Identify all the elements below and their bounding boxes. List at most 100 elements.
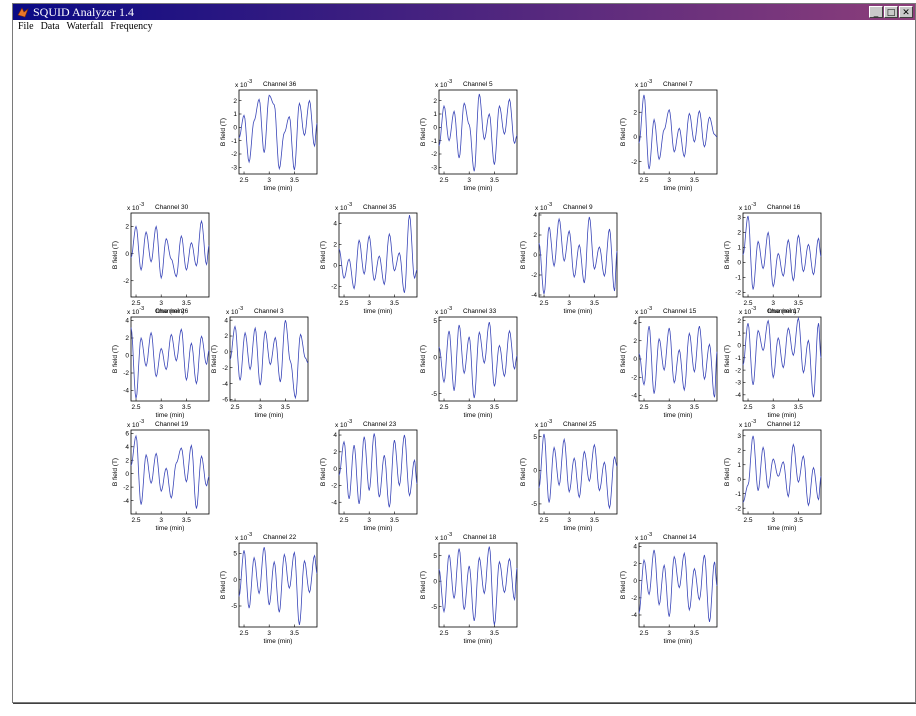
y-exponent-label: x 10-3	[535, 419, 552, 429]
y-axis-label: B field (T)	[420, 571, 427, 599]
plot-title: Channel 25	[563, 421, 597, 428]
y-tick-label: 4	[533, 212, 537, 219]
y-tick-label: 0	[333, 263, 337, 270]
minimize-button[interactable]: _	[869, 6, 883, 18]
y-tick-label: 2	[125, 457, 129, 464]
x-tick-label: 2.5	[340, 517, 349, 524]
y-tick-label: 0	[533, 252, 537, 259]
axes-box	[538, 212, 618, 298]
x-tick-label: 3	[159, 300, 163, 307]
y-exponent-label: x 10-3	[739, 202, 756, 212]
x-tick-label: 2.5	[240, 177, 249, 184]
close-button[interactable]: ✕	[899, 6, 913, 18]
y-tick-label: -5	[431, 391, 437, 398]
y-tick-label: -1	[735, 275, 741, 282]
y-tick-label: -2	[123, 484, 129, 491]
y-axis-label: B field (T)	[520, 458, 527, 486]
menu-data[interactable]: Data	[40, 21, 60, 32]
y-exponent-label: x 10-3	[127, 202, 144, 212]
y-tick-label: 0	[125, 251, 129, 258]
menu-frequency[interactable]: Frequency	[110, 21, 153, 32]
plot-channel-30: 2.5 3 3.5 2 0 -2 x 10-3 Channel 30 time (min) B f…	[112, 202, 210, 315]
y-axis-label: B field (T)	[220, 571, 227, 599]
x-axis-label: time (min)	[768, 412, 797, 419]
x-tick-label: 2.5	[640, 177, 649, 184]
plot-channel-7: 2.5 3 3.5 2 0 -2 x 10-3 Channel 7 time (min) B fi…	[620, 79, 718, 192]
signal-trace	[238, 94, 318, 171]
y-exponent-label: x 10-3	[226, 306, 243, 316]
signal-trace	[338, 215, 418, 293]
y-tick-label: -4	[531, 292, 537, 299]
axes-box	[238, 542, 318, 628]
axes-box	[238, 89, 318, 175]
y-exponent-label: x 10-3	[635, 532, 652, 542]
x-axis-label: time (min)	[364, 525, 393, 532]
x-tick-label: 2.5	[640, 630, 649, 637]
y-tick-label: 2	[224, 333, 228, 340]
plot-title: Channel 33	[463, 308, 497, 315]
y-tick-label: -2	[735, 367, 741, 374]
y-tick-label: -2	[123, 370, 129, 377]
y-tick-label: 2	[433, 98, 437, 105]
x-tick-label: 3.5	[794, 300, 803, 307]
axes-box	[130, 316, 210, 402]
x-tick-label: 3.5	[290, 630, 299, 637]
plot-title: Channel 36	[263, 81, 297, 88]
x-tick-label: 3.5	[590, 517, 599, 524]
menu-waterfall[interactable]: Waterfall	[66, 21, 104, 32]
x-tick-label: 3.5	[390, 517, 399, 524]
x-axis-label: time (min)	[264, 638, 293, 645]
y-tick-label: -4	[631, 612, 637, 619]
y-tick-label: 2	[737, 318, 741, 325]
axes-box	[438, 542, 518, 628]
signal-trace	[438, 321, 518, 399]
plot-title: Channel 9	[563, 204, 593, 211]
y-tick-label: 4	[224, 317, 228, 324]
x-axis-label: time (min)	[156, 412, 185, 419]
y-axis-label: B field (T)	[620, 571, 627, 599]
y-tick-label: -4	[222, 381, 228, 388]
y-tick-label: 4	[333, 432, 337, 439]
y-axis-label: B field (T)	[620, 118, 627, 146]
x-tick-label: 3	[159, 404, 163, 411]
signal-trace	[238, 547, 318, 625]
x-tick-label: 3	[267, 177, 271, 184]
y-tick-label: 3	[737, 215, 741, 222]
menu-file[interactable]: File	[18, 21, 34, 32]
y-tick-label: -2	[631, 374, 637, 381]
x-axis-label: time (min)	[364, 308, 393, 315]
x-tick-label: 3.5	[794, 517, 803, 524]
y-exponent-label: x 10-3	[335, 419, 352, 429]
x-tick-label: 3.5	[290, 177, 299, 184]
plot-channel-22: 2.5 3 3.5 5 0 -5 x 10-3 Channel 22 time (min) B f…	[220, 532, 318, 645]
y-axis-label: B field (T)	[520, 241, 527, 269]
plot-title: Channel 12	[767, 421, 801, 428]
x-tick-label: 3	[667, 404, 671, 411]
y-tick-label: -5	[431, 604, 437, 611]
x-axis-label: time (min)	[156, 308, 185, 315]
x-tick-label: 2.5	[440, 177, 449, 184]
maximize-button[interactable]: □	[884, 6, 898, 18]
y-tick-label: 1	[737, 245, 741, 252]
y-tick-label: 5	[533, 434, 537, 441]
y-axis-label: B field (T)	[112, 241, 119, 269]
y-tick-label: -2	[631, 595, 637, 602]
y-tick-label: 2	[125, 335, 129, 342]
plot-title: Channel 18	[463, 534, 497, 541]
x-axis-label: time (min)	[264, 185, 293, 192]
plot-title: Channel 16	[767, 204, 801, 211]
signal-trace	[742, 316, 822, 398]
y-tick-label: 2	[633, 338, 637, 345]
plot-channel-5: 2.5 3 3.5 2 1 0 -1 -2 -3 x 10-3 Channel 5 time (min…	[420, 79, 518, 192]
axes-box	[638, 89, 718, 175]
signal-trace	[538, 216, 618, 295]
y-tick-label: 0	[224, 349, 228, 356]
y-exponent-label: x 10-3	[127, 419, 144, 429]
signal-trace	[638, 325, 718, 398]
signal-trace	[338, 433, 418, 508]
x-tick-label: 3	[567, 517, 571, 524]
y-tick-label: -2	[735, 290, 741, 297]
title-bar[interactable]: SQUID Analyzer 1.4 _ □ ✕	[13, 4, 915, 20]
x-axis-label: time (min)	[564, 525, 593, 532]
